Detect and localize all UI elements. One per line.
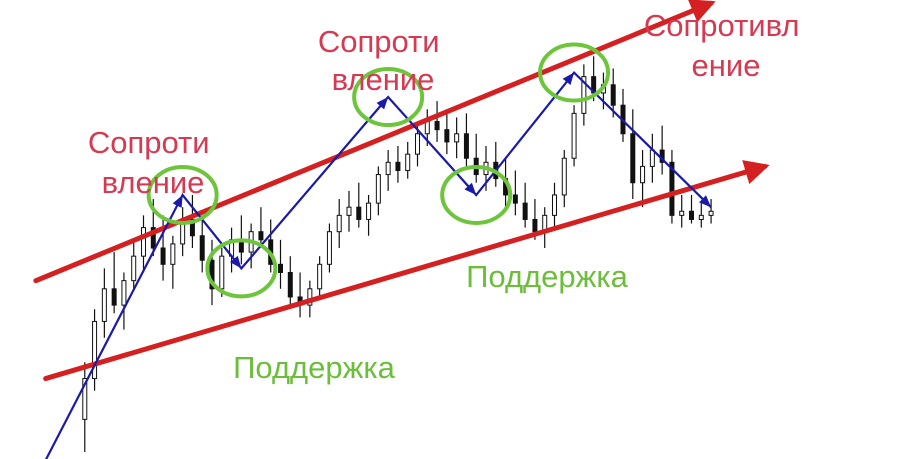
resistance-label-3-line-1: Сопротивл: [644, 8, 800, 43]
candle-body-29: [366, 202, 372, 220]
support-circle-3: [440, 164, 513, 225]
swing-arrowhead-4: [464, 182, 477, 195]
candle-body-46: [532, 218, 538, 233]
candle-body-38: [454, 133, 460, 143]
swing-arrowhead-5: [562, 72, 575, 86]
resistance-label-3: Сопротивл ение: [644, 8, 808, 83]
resistance-circle-2: [352, 67, 425, 128]
candle-body-2: [101, 288, 107, 322]
candle-body-39: [463, 133, 469, 159]
support-circle-1: [205, 238, 278, 299]
candle-body-36: [434, 121, 440, 131]
candle-body-4: [121, 280, 127, 306]
candle-body-5: [131, 255, 137, 282]
swing-arrowhead-6: [699, 195, 712, 208]
candle-body-56: [630, 133, 636, 184]
swing-path-group: [44, 70, 712, 459]
support-label-2: Поддержка: [466, 259, 628, 294]
support-label-1-line-1: Поддержка: [233, 350, 395, 385]
resistance-label-1-line-2: вление: [102, 165, 205, 200]
candle-body-14: [219, 255, 225, 290]
resistance-label-1: Сопроти вление: [88, 125, 218, 200]
highlight-circles-group: [146, 42, 611, 299]
candle-body-21: [287, 271, 293, 298]
trendlines-group: [33, 0, 770, 382]
candle-body-11: [189, 218, 195, 237]
candle-body-44: [512, 194, 518, 204]
candle-body-58: [649, 149, 655, 167]
candle-body-49: [561, 157, 567, 196]
candle-body-30: [375, 174, 381, 204]
swing-arrowhead-1: [172, 194, 183, 208]
candle-body-32: [395, 161, 401, 171]
candle-body-35: [424, 121, 430, 135]
candle-body-8: [160, 247, 166, 265]
candle-body-37: [444, 129, 450, 143]
candle-body-48: [552, 194, 557, 216]
candle-body-27: [346, 206, 352, 216]
resistance-trendline: [33, 0, 716, 284]
candle-body-6: [141, 227, 146, 257]
candle-body-45: [522, 202, 528, 220]
candle-body-54: [610, 84, 616, 106]
candle-body-3: [111, 288, 117, 306]
resistance-label-2-line-2: вление: [332, 62, 435, 97]
candle-body-31: [385, 161, 391, 176]
candle-body-26: [336, 214, 342, 233]
candle-body-1: [92, 320, 98, 380]
candle-body-57: [640, 165, 646, 184]
support-label-1: Поддержка: [233, 350, 395, 385]
candle-body-18: [258, 231, 264, 241]
candle-body-60: [669, 161, 675, 216]
candle-body-7: [150, 227, 156, 249]
candle-body-0: [82, 378, 88, 420]
resistance-label-3-line-2: ение: [692, 48, 761, 83]
candle-body-23: [307, 288, 313, 306]
candle-body-34: [415, 133, 420, 155]
resistance-circle-4: [538, 42, 611, 103]
candle-body-64: [708, 210, 714, 216]
candle-body-51: [581, 76, 587, 114]
support-trendline: [43, 160, 770, 382]
candle-body-63: [698, 214, 704, 220]
candle-body-25: [326, 231, 332, 265]
resistance-label-1-line-1: Сопроти: [88, 125, 210, 160]
candle-body-24: [317, 263, 323, 290]
candle-body-61: [679, 210, 685, 216]
candle-body-50: [571, 112, 577, 159]
resistance-label-2: Сопроти вление: [318, 24, 448, 97]
resistance-circle-0: [146, 164, 219, 225]
candle-body-28: [356, 206, 362, 220]
candle-body-62: [689, 210, 694, 220]
support-label-2-line-1: Поддержка: [466, 259, 628, 294]
candle-body-33: [405, 153, 411, 171]
swing-arrowhead-2: [229, 255, 242, 269]
candle-body-20: [278, 263, 283, 273]
candle-body-9: [170, 243, 176, 265]
candle-body-12: [199, 235, 205, 261]
swing-arrowhead-3: [376, 97, 389, 110]
resistance-label-2-line-1: Сопроти: [318, 24, 440, 59]
